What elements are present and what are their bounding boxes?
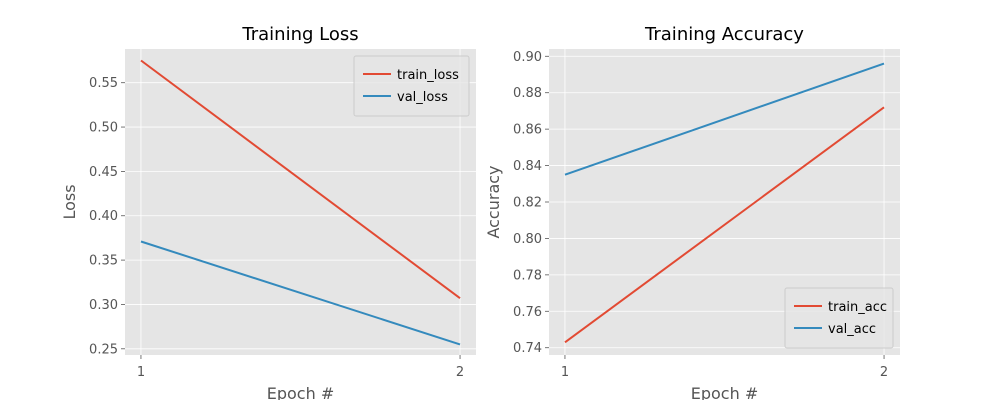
chart-2-legend-box (784, 287, 894, 349)
chart-1-ytick-label: 0.50 (89, 121, 118, 136)
chart-2-series-val_acc (564, 62, 885, 176)
chart-2-ytick-label: 0.82 (513, 196, 542, 211)
chart-2-legend-label-val_acc: val_acc (828, 322, 876, 337)
chart-2-legend-label-train_acc: train_acc (828, 300, 887, 315)
chart-2-ytick-label: 0.80 (513, 232, 542, 247)
chart-1-xtick-label: 2 (456, 365, 464, 380)
chart-2-ytick-label: 0.78 (513, 268, 542, 283)
chart-1-series-train_loss (140, 59, 461, 300)
chart-1-ytick-label: 0.45 (89, 165, 118, 180)
chart-1-ytick-label: 0.55 (89, 76, 118, 91)
chart-1-series-val_loss (140, 240, 461, 346)
chart-2-ytick-label: 0.74 (513, 341, 542, 356)
chart-1-ylabel: Loss (60, 184, 79, 219)
chart-2-xtick-label: 1 (561, 365, 569, 380)
chart-1-legend-label-val_loss: val_loss (397, 90, 448, 105)
chart-2-series-train_acc (564, 106, 885, 344)
chart-1-ytick-label: 0.35 (89, 254, 118, 269)
chart-2-ytick-label: 0.84 (513, 159, 542, 174)
chart-2-ylabel: Accuracy (484, 165, 503, 238)
chart-1: 0.25 0.30 0.35 0.40 0.45 0.50 0.55 1 2 Training L… (60, 24, 476, 400)
chart-2-ytick-label: 0.88 (513, 86, 542, 101)
chart-1-xtick-label: 1 (137, 365, 145, 380)
chart-1-ytick-label: 0.40 (89, 209, 118, 224)
chart-1-ytick-label: 0.30 (89, 298, 118, 313)
chart-2-ytick-label: 0.86 (513, 123, 542, 138)
chart-1-legend-box (353, 55, 470, 117)
chart-1-xlabel: Epoch # (267, 384, 334, 400)
chart-2-title: Training Accuracy (644, 24, 804, 45)
chart-2-xtick-label: 2 (880, 365, 888, 380)
chart-1-title: Training Loss (241, 24, 358, 45)
chart-2-ytick-label: 0.76 (513, 305, 542, 320)
chart-2-xlabel: Epoch # (691, 384, 758, 400)
chart-1-legend: train_loss val_loss (353, 55, 470, 117)
chart-1-legend-label-train_loss: train_loss (397, 68, 459, 83)
chart-2-legend: train_acc val_acc (784, 287, 894, 349)
chart-2-ytick-label: 0.90 (513, 50, 542, 65)
chart-2: 0.74 0.76 0.78 0.80 0.82 0.84 0.86 0.88 0.90 1 2 Tr… (484, 24, 900, 400)
chart-1-ytick-label: 0.25 (89, 342, 118, 357)
